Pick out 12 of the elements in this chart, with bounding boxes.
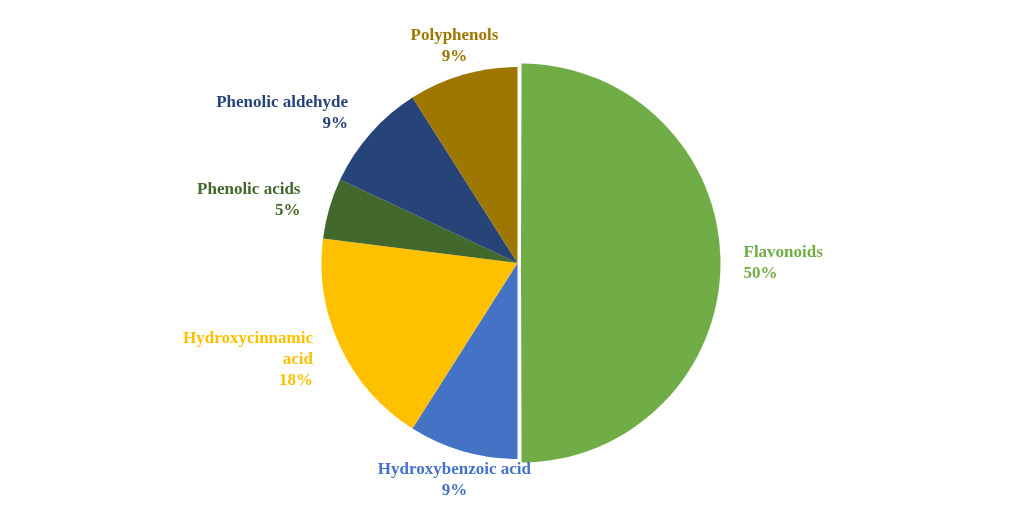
slice-label: Hydroxycinnamic acid [182, 327, 314, 368]
slice-label: Phenolic aldehyde [216, 92, 349, 112]
data-label: 9% [322, 113, 348, 133]
slice-label: Flavonoids [743, 241, 824, 261]
slice-label: Phenolic acids [197, 178, 301, 198]
slice-label: Polyphenols [410, 24, 499, 44]
data-label: 18% [279, 369, 314, 389]
data-label: 9% [441, 479, 468, 499]
data-label: 9% [441, 45, 468, 65]
slice-label: Hydroxybenzoic acid [377, 458, 532, 478]
data-label: 50% [743, 262, 778, 282]
data-label: 5% [274, 199, 301, 219]
